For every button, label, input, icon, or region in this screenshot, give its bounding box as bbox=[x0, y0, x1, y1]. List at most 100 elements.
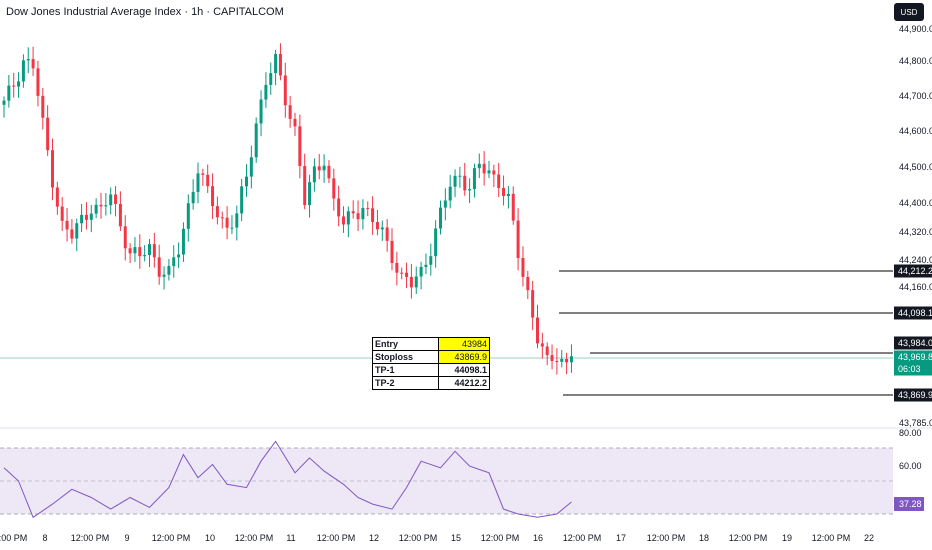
candle-body bbox=[487, 170, 491, 174]
x-tick-label: 11 bbox=[286, 533, 295, 543]
candle-body bbox=[472, 168, 476, 190]
x-tick-label: 12:00 PM bbox=[729, 533, 768, 543]
candle-body bbox=[99, 204, 103, 207]
candle-body bbox=[337, 198, 341, 217]
price-axis-labels[interactable]: 44,212.2 44,098.1 43,984.0 43,969.8 06:03 43,… bbox=[894, 264, 932, 512]
candle-body bbox=[249, 157, 253, 177]
price-label-text: 44,098.1 bbox=[898, 308, 932, 318]
candle-body bbox=[434, 228, 438, 257]
candle-body bbox=[405, 272, 409, 277]
level-lines bbox=[559, 270, 893, 396]
candle-body bbox=[80, 214, 84, 224]
candle-body bbox=[60, 206, 64, 221]
candle-body bbox=[303, 166, 307, 206]
y-tick-label: 44,900.0 bbox=[899, 24, 932, 34]
x-tick-label: 12:00 PM bbox=[399, 533, 438, 543]
candle-body bbox=[453, 175, 457, 187]
x-tick-label: 22 bbox=[864, 533, 874, 543]
y-tick-label: 44,600.0 bbox=[899, 126, 932, 136]
candle-body bbox=[545, 346, 549, 356]
candle-body bbox=[332, 178, 336, 199]
x-tick-label: 12:00 PM bbox=[481, 533, 520, 543]
candle-body bbox=[278, 53, 282, 76]
candle-body bbox=[540, 343, 544, 347]
x-tick-label: 15 bbox=[451, 533, 461, 543]
y-tick-label: 44,800.0 bbox=[899, 56, 932, 66]
candle-body bbox=[569, 356, 573, 363]
y-tick-label: 43,785.0 bbox=[899, 418, 932, 428]
tp1-value: 44098.1 bbox=[438, 363, 490, 377]
price-axis: 44,900.0 44,800.0 44,700.0 44,600.0 44,500.0… bbox=[899, 24, 932, 471]
candle-body bbox=[283, 75, 287, 106]
x-tick-label: 8 bbox=[42, 533, 47, 543]
candle-body bbox=[41, 95, 45, 118]
x-tick-label: 16 bbox=[533, 533, 543, 543]
candle-body bbox=[443, 200, 447, 208]
candle-body bbox=[70, 229, 74, 239]
x-tick-label: 12:00 PM bbox=[812, 533, 851, 543]
y-tick-label: 44,700.0 bbox=[899, 91, 932, 101]
candle-body bbox=[245, 176, 248, 187]
rsi-panel bbox=[0, 440, 893, 519]
x-tick-label: 9 bbox=[124, 533, 129, 543]
x-tick-label: 12:00 PM bbox=[317, 533, 356, 543]
candle-body bbox=[419, 266, 423, 277]
candle-body bbox=[502, 187, 506, 197]
x-tick-label: 10 bbox=[205, 533, 215, 543]
x-tick-label: 17 bbox=[616, 533, 626, 543]
price-label-box bbox=[894, 306, 932, 320]
y-tick-label: 44,160.0 bbox=[899, 282, 932, 292]
candle-body bbox=[264, 84, 268, 100]
y-tick-label: 44,320.0 bbox=[899, 227, 932, 237]
candle-body bbox=[162, 274, 166, 277]
rsi-tick-label: 60.00 bbox=[899, 461, 922, 471]
price-label-text: 43,869.9 bbox=[898, 390, 932, 400]
price-label-box bbox=[894, 336, 932, 350]
table-row: Stoploss 43869.9 bbox=[372, 350, 490, 364]
candle-body bbox=[482, 163, 486, 174]
candle-body bbox=[109, 194, 113, 206]
x-tick-label: 12:00 PM bbox=[563, 533, 602, 543]
candle-body bbox=[269, 73, 273, 85]
candle-body bbox=[361, 207, 365, 220]
candle-body bbox=[506, 193, 510, 197]
candle-body bbox=[409, 276, 413, 288]
entry-value: 43984 bbox=[438, 337, 490, 351]
candle-body bbox=[157, 257, 161, 277]
candle-body bbox=[380, 227, 384, 230]
candle-body bbox=[298, 126, 302, 167]
candle-body bbox=[211, 186, 215, 207]
candle-body bbox=[148, 244, 151, 256]
chart-title: Dow Jones Industrial Average Index · 1h … bbox=[6, 6, 284, 18]
price-label-text: 44,212.2 bbox=[898, 266, 932, 276]
currency-button[interactable]: USD bbox=[894, 3, 924, 21]
table-row: TP-2 44212.2 bbox=[372, 376, 490, 390]
candle-body bbox=[521, 257, 525, 277]
candle-body bbox=[36, 68, 40, 96]
candle-body bbox=[531, 290, 535, 318]
price-candles bbox=[2, 43, 573, 375]
candle-body bbox=[17, 81, 21, 87]
candle-body bbox=[526, 276, 530, 291]
y-tick-label: 44,400.0 bbox=[899, 198, 932, 208]
time-axis: 12:00 PM 8 12:00 PM 9 12:00 PM 10 12:00 PM 11 12… bbox=[0, 533, 874, 543]
candle-body bbox=[511, 193, 515, 221]
candle-body bbox=[152, 244, 156, 258]
candle-body bbox=[21, 60, 25, 82]
table-row: TP-1 44098.1 bbox=[372, 363, 490, 377]
x-tick-label: 19 bbox=[782, 533, 792, 543]
candle-body bbox=[2, 100, 6, 105]
x-tick-label: 12:00 PM bbox=[647, 533, 686, 543]
candle-body bbox=[293, 118, 297, 127]
y-tick-label: 44,240.0 bbox=[899, 255, 932, 265]
candle-body bbox=[46, 117, 50, 151]
candle-body bbox=[308, 182, 312, 206]
candle-body bbox=[133, 247, 137, 254]
trade-levels-table: Entry 43984 Stoploss 43869.9 TP-1 44098.… bbox=[372, 337, 490, 390]
candle-body bbox=[497, 174, 501, 188]
candle-body bbox=[400, 272, 404, 274]
price-label-text: 43,969.8 bbox=[898, 352, 932, 362]
candle-body bbox=[201, 173, 205, 175]
entry-key: Entry bbox=[372, 337, 439, 351]
